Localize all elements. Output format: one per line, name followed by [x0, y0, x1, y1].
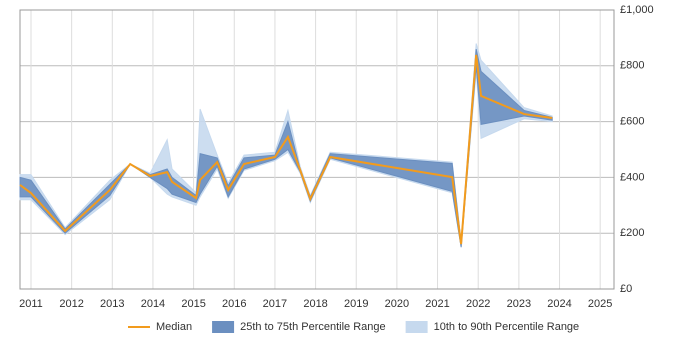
- x-tick-label: 2020: [385, 298, 409, 310]
- y-tick-label: £800: [620, 60, 644, 72]
- plot-border: [19, 9, 615, 290]
- y-tick-label: £0: [620, 283, 632, 295]
- x-tick-label: 2014: [141, 298, 165, 310]
- x-tick-label: 2025: [588, 298, 612, 310]
- x-tick-label: 2024: [547, 298, 571, 310]
- y-tick-label: £1,000: [620, 4, 654, 16]
- y-tick-label: £200: [620, 227, 644, 239]
- x-tick-label: 2018: [303, 298, 327, 310]
- legend-label: Median: [156, 321, 192, 333]
- x-tick-label: 2022: [466, 298, 490, 310]
- x-tick-label: 2015: [181, 298, 205, 310]
- percentile-band: [19, 48, 553, 248]
- legend-label: 10th to 90th Percentile Range: [434, 321, 580, 333]
- x-tick-label: 2016: [222, 298, 246, 310]
- x-tick-label: 2021: [425, 298, 449, 310]
- legend-label: 25th to 75th Percentile Range: [240, 321, 386, 333]
- x-tick-label: 2013: [100, 298, 124, 310]
- x-tick-label: 2012: [59, 298, 83, 310]
- x-tick-label: 2023: [507, 298, 531, 310]
- x-tick-label: 2011: [19, 298, 43, 310]
- x-tick-label: 2019: [344, 298, 368, 310]
- y-tick-label: £600: [620, 116, 644, 128]
- y-tick-label: £400: [620, 171, 644, 183]
- x-tick-label: 2017: [263, 298, 287, 310]
- median-line: [19, 54, 553, 245]
- legend-swatch: [212, 321, 235, 333]
- legend-swatch: [405, 321, 428, 333]
